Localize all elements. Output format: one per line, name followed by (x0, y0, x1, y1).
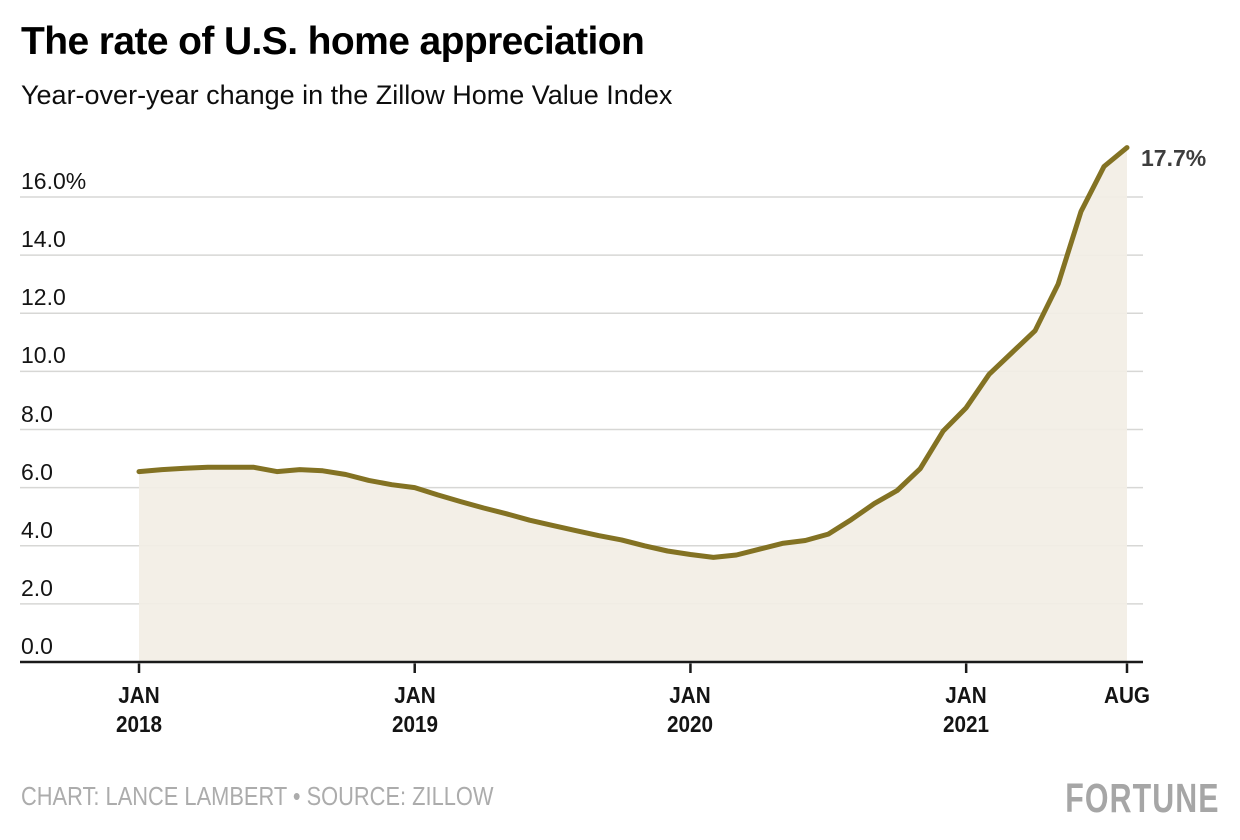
y-axis-label: 14.0 (21, 226, 66, 253)
y-axis-label: 10.0 (21, 342, 66, 369)
y-axis-label: 0.0 (21, 633, 53, 659)
y-axis-label: 12.0 (21, 284, 66, 311)
x-axis-label-month: JAN (945, 682, 987, 708)
x-axis-label-year: 2021 (943, 711, 990, 737)
y-axis-label: 4.0 (21, 516, 53, 543)
fortune-logo: FORTUNE (1065, 775, 1220, 821)
area-fill (139, 147, 1127, 663)
y-axis-label: 2.0 (21, 574, 53, 601)
chart-credit: CHART: LANCE LAMBERT • SOURCE: ZILLOW (21, 781, 494, 811)
x-axis-label: AUG (1104, 681, 1150, 710)
x-axis-label-month: JAN (394, 682, 436, 708)
end-value-label: 17.7% (1141, 144, 1207, 171)
chart-title: The rate of U.S. home appreciation (21, 20, 645, 63)
chart-subtitle: Year-over-year change in the Zillow Home… (21, 80, 673, 110)
x-axis-label: JAN 2021 (943, 681, 989, 739)
y-axis-label: 6.0 (21, 458, 53, 485)
x-axis-label-month: AUG (1103, 682, 1151, 708)
x-axis-label-year: 2019 (391, 711, 438, 737)
x-axis-label-month: JAN (669, 682, 712, 708)
value-line (136, 145, 1130, 560)
x-axis-label: JAN 2018 (116, 681, 162, 739)
x-axis-label-month: JAN (118, 682, 160, 708)
x-axis-label-year: 2018 (115, 711, 163, 737)
x-axis-label: JAN 2019 (392, 681, 438, 739)
x-axis-label: JAN 2020 (667, 681, 713, 739)
y-axis-label: 16.0% (21, 168, 87, 194)
x-axis-label-year: 2020 (667, 711, 714, 737)
y-axis-label: 8.0 (21, 400, 53, 427)
